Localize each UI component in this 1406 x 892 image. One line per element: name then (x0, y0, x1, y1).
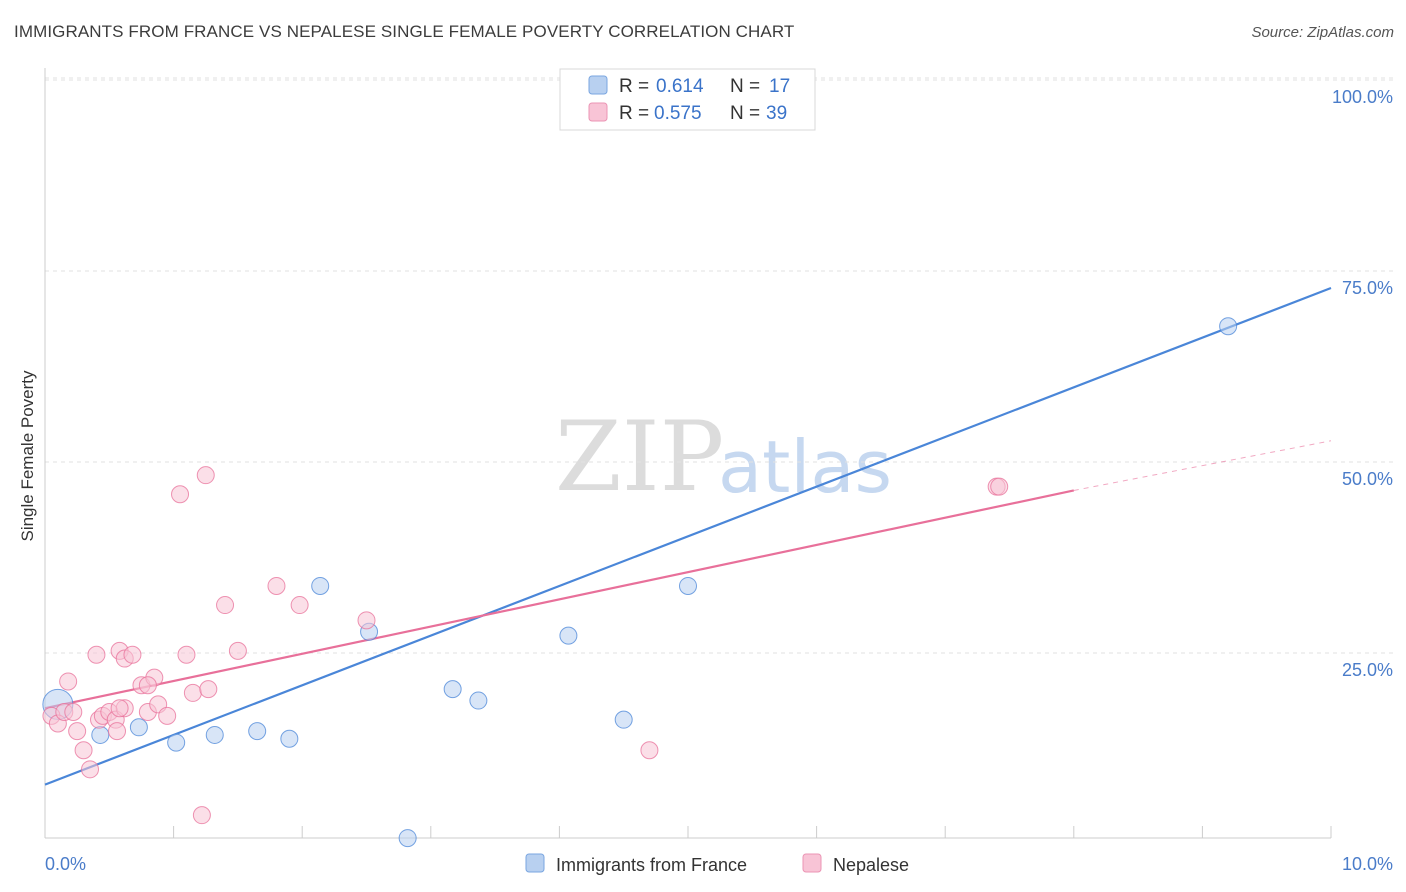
y-axis-label: Single Female Poverty (18, 370, 37, 542)
data-point-france (469, 691, 488, 710)
y-tick-label: 50.0% (1342, 469, 1393, 489)
data-point-france (205, 725, 224, 744)
data-point-nepalese (990, 477, 1009, 496)
legend: R = 0.614 N = 17 R = 0.575 N = 39 (559, 68, 816, 131)
data-point-nepalese (267, 576, 286, 595)
data-point-nepalese (216, 596, 235, 615)
data-point-nepalese (192, 806, 211, 825)
chart-title: IMMIGRANTS FROM FRANCE VS NEPALESE SINGL… (14, 22, 795, 41)
trend-line-france (44, 286, 1332, 786)
data-point-nepalese (177, 645, 196, 664)
data-point-nepalese (68, 722, 87, 741)
data-point-france (248, 722, 267, 741)
data-point-france (311, 576, 330, 595)
data-point-nepalese (74, 741, 93, 760)
legend-r-value-nepalese: 0.575 (654, 103, 702, 124)
data-point-nepalese (158, 706, 177, 725)
bottom-legend-label-nepalese: Nepalese (833, 855, 909, 875)
data-point-france (167, 733, 186, 752)
y-tick-label: 75.0% (1342, 278, 1393, 298)
trend-line-nepalese (44, 489, 1075, 710)
legend-swatch-nepalese (588, 102, 608, 122)
legend-r-value-france: 0.614 (656, 76, 704, 97)
legend-n-label-france: N = (730, 76, 760, 97)
data-point-nepalese (196, 466, 215, 485)
watermark-zip: ZIP (555, 401, 724, 513)
legend-r-label-nepalese: R = (619, 103, 649, 124)
x-tick-label-max: 10.0% (1342, 854, 1393, 874)
bottom-legend-swatch-nepalese (802, 853, 822, 873)
x-tick-label-min: 0.0% (45, 854, 86, 874)
trend-layer (44, 286, 1332, 786)
data-point-nepalese (183, 683, 202, 702)
data-point-nepalese (87, 645, 106, 664)
watermark-atlas: atlas (718, 425, 892, 509)
legend-n-value-nepalese: 39 (766, 103, 787, 124)
data-point-france (559, 626, 578, 645)
point-layer (42, 88, 1238, 848)
data-point-nepalese (640, 741, 659, 760)
data-point-nepalese (64, 703, 83, 722)
data-point-nepalese (171, 485, 190, 504)
data-point-france (614, 710, 633, 729)
bottom-legend-label-france: Immigrants from France (556, 855, 747, 875)
data-point-france (398, 829, 417, 848)
bottom-legend-swatch-france (525, 853, 545, 873)
data-point-nepalese (59, 672, 78, 691)
data-point-nepalese (357, 611, 376, 630)
data-point-france (129, 718, 148, 737)
y-tick-label: 100.0% (1332, 87, 1393, 107)
data-point-nepalese (228, 641, 247, 660)
data-point-nepalese (123, 645, 142, 664)
data-point-nepalese (138, 676, 157, 695)
data-point-france (280, 729, 299, 748)
data-point-france (1219, 317, 1238, 336)
data-point-nepalese (199, 680, 218, 699)
chart-source: Source: ZipAtlas.com (1251, 24, 1394, 41)
tick-layer: 25.0% 50.0% 75.0% 100.0% (44, 87, 1393, 838)
y-tick-label: 25.0% (1342, 660, 1393, 680)
data-point-nepalese (110, 699, 129, 718)
legend-swatch-france (588, 75, 608, 95)
trend-line-extension-nepalese (1073, 440, 1332, 491)
data-point-nepalese (290, 596, 309, 615)
data-point-france (443, 680, 462, 699)
legend-r-label-france: R = (619, 76, 649, 97)
data-point-nepalese (81, 760, 100, 779)
grid-layer (45, 77, 1393, 654)
legend-n-value-france: 17 (769, 76, 790, 97)
data-point-nepalese (108, 722, 127, 741)
legend-n-label-nepalese: N = (730, 103, 760, 124)
data-point-france (679, 576, 697, 595)
bottom-legend: Immigrants from France Nepalese (525, 853, 909, 875)
data-point-france (91, 725, 110, 744)
